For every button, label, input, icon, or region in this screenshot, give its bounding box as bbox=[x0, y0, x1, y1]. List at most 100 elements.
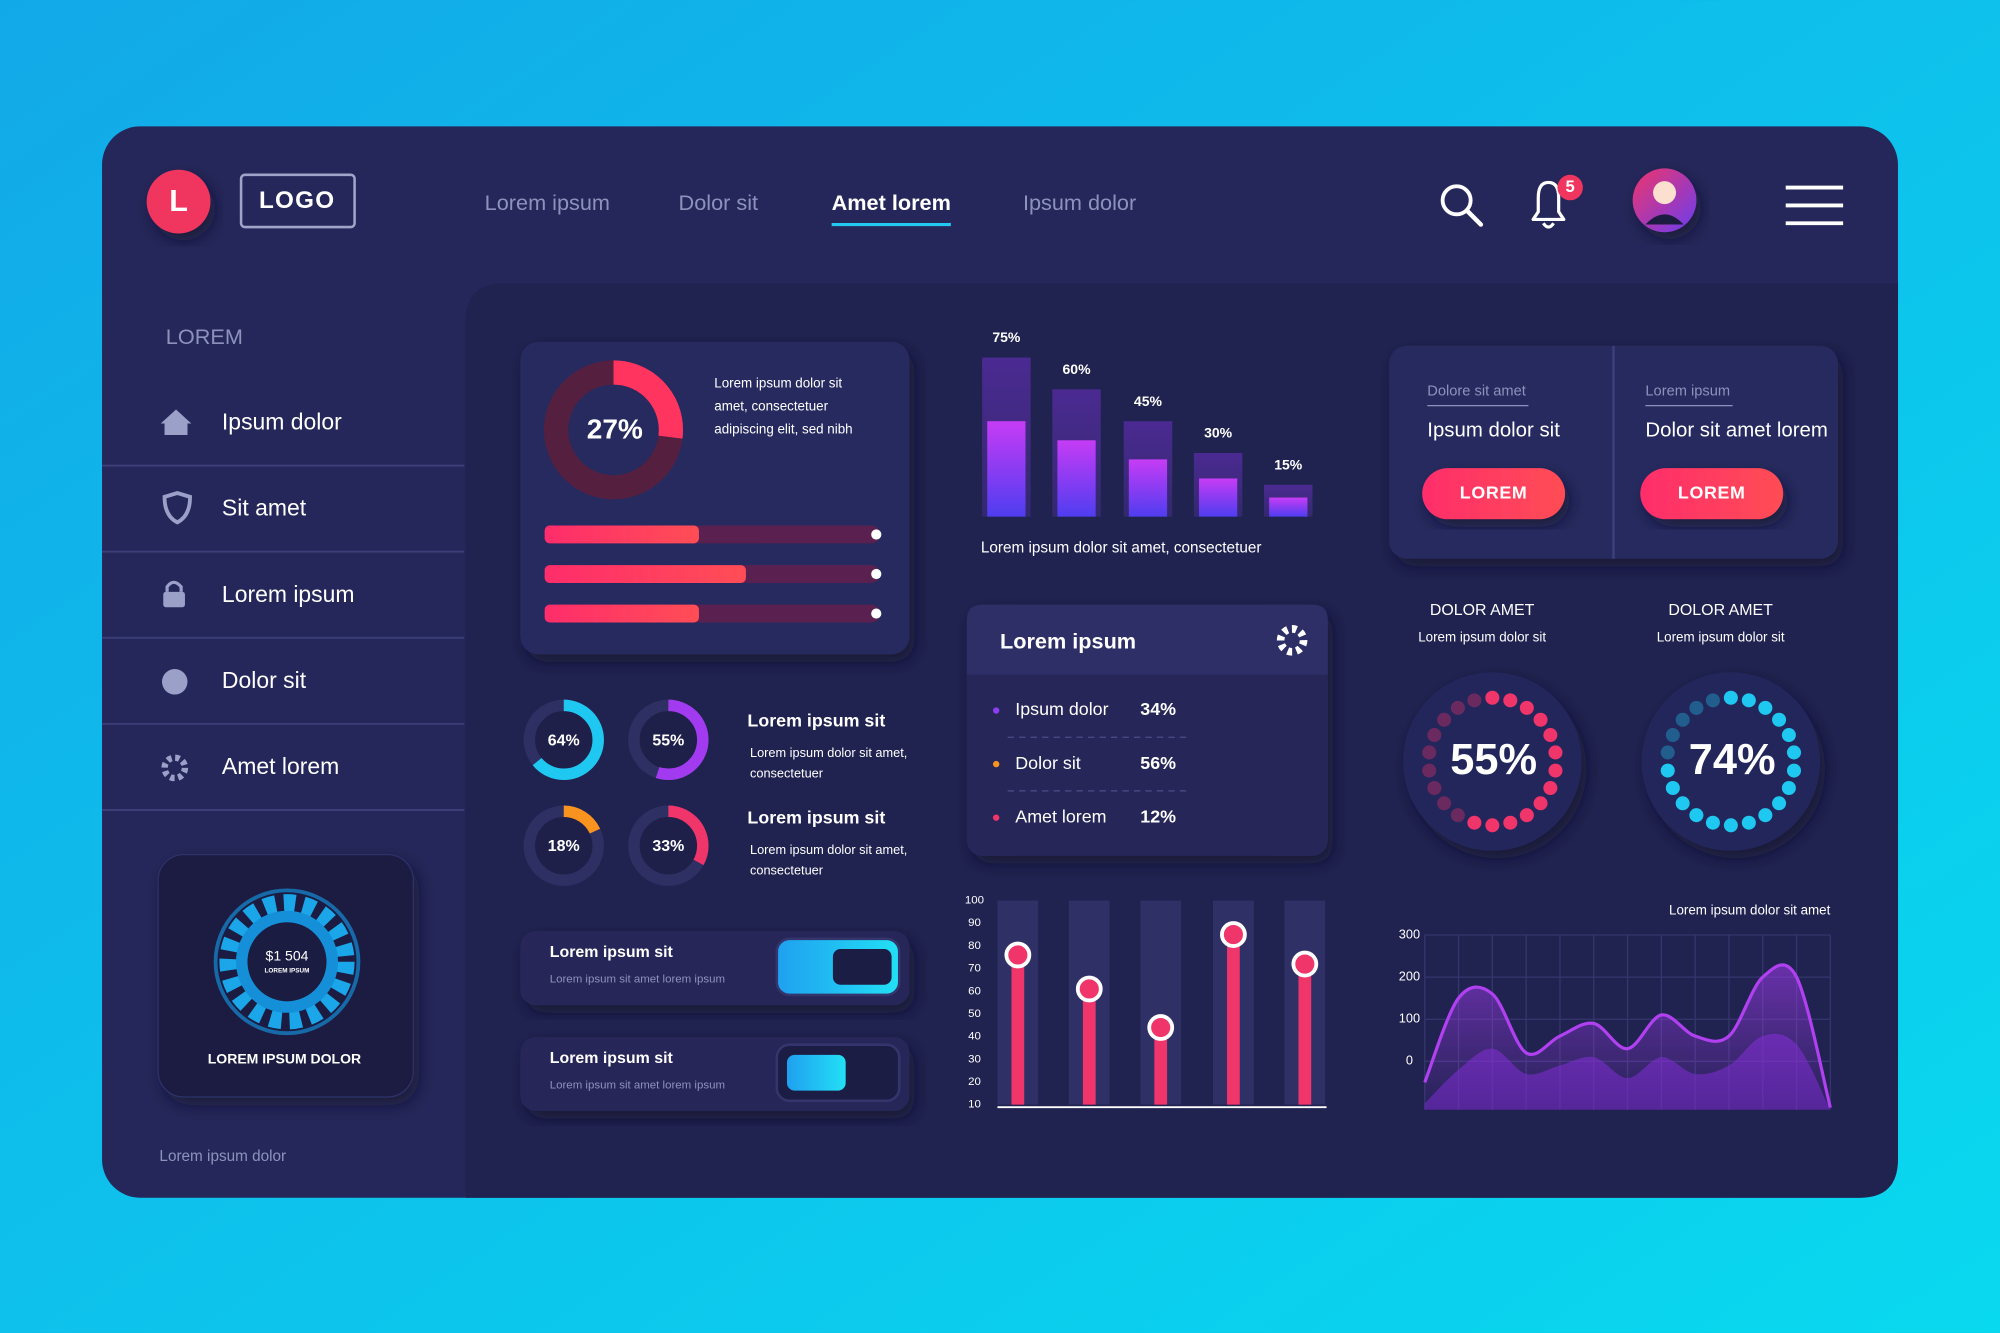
ring-dot bbox=[1519, 700, 1534, 715]
bell-icon[interactable] bbox=[1531, 180, 1566, 229]
list-panel-header bbox=[966, 604, 1328, 675]
avatar-head bbox=[1653, 181, 1677, 205]
ring-subtitle: Lorem ipsum dolor sit bbox=[1657, 629, 1785, 644]
y-tick-label: 90 bbox=[968, 917, 981, 929]
bar-value-label: 30% bbox=[1204, 425, 1233, 441]
action-button-label[interactable]: LOREM bbox=[1678, 482, 1746, 502]
y-tick-label: 20 bbox=[968, 1076, 981, 1088]
y-tick-label: 100 bbox=[965, 895, 984, 907]
list-dot bbox=[992, 760, 1000, 768]
sidebar-heading: LOREM bbox=[166, 324, 243, 349]
summary-donut-label: 27% bbox=[587, 414, 643, 445]
mini-donut-arc bbox=[628, 805, 709, 886]
info-text: Lorem ipsum dolor sit amet, bbox=[750, 745, 907, 760]
area-line bbox=[1423, 963, 1832, 1109]
sidebar-item[interactable]: Ipsum dolor bbox=[222, 409, 342, 435]
ring-dot bbox=[1665, 728, 1680, 743]
ring-dot bbox=[1467, 693, 1482, 708]
action-button[interactable] bbox=[1640, 468, 1784, 520]
area-fill bbox=[1424, 964, 1831, 1110]
ring-dot bbox=[1427, 781, 1442, 796]
logo-text: LOGO bbox=[259, 187, 335, 214]
sidebar-item[interactable]: Sit amet bbox=[222, 495, 307, 521]
lollipop-head bbox=[1147, 1014, 1175, 1041]
lollipop-stem bbox=[1082, 988, 1096, 1105]
info-title: Lorem ipsum sit bbox=[747, 711, 885, 731]
toggle-knob bbox=[832, 949, 892, 985]
bar-value-label: 60% bbox=[1062, 361, 1091, 377]
action-button[interactable] bbox=[1422, 468, 1566, 520]
ring-dot bbox=[1422, 745, 1437, 760]
mini-donut-arc bbox=[523, 699, 604, 781]
list-item-value: 34% bbox=[1140, 699, 1176, 719]
lock-icon-shackle bbox=[165, 580, 183, 592]
ring-title: DOLOR AMET bbox=[1430, 602, 1535, 619]
shield-icon bbox=[162, 491, 192, 525]
ring-dot bbox=[1548, 763, 1563, 778]
progress-knob bbox=[871, 568, 882, 580]
summary-text: adipiscing elit, sed nibh bbox=[714, 421, 852, 436]
search-icon[interactable] bbox=[1440, 184, 1473, 217]
nav-link[interactable]: Amet lorem bbox=[832, 190, 951, 215]
nav-link[interactable]: Ipsum dolor bbox=[1023, 190, 1136, 215]
sidebar-footer: Lorem ipsum dolor bbox=[159, 1148, 286, 1165]
gear-icon bbox=[161, 754, 189, 782]
ring-dot bbox=[1758, 808, 1773, 823]
bar-highlight bbox=[1057, 440, 1096, 517]
bar-highlight bbox=[987, 421, 1026, 517]
action-card-label: Lorem ipsum bbox=[1645, 384, 1730, 400]
ring-dot bbox=[1660, 745, 1675, 760]
logo-letter: L bbox=[169, 184, 188, 218]
ring-dot bbox=[1675, 796, 1690, 811]
dollar-icon bbox=[161, 669, 188, 695]
progress-fill bbox=[544, 565, 746, 583]
list-title: Lorem ipsum bbox=[1000, 629, 1136, 654]
sidebar-item[interactable]: Amet lorem bbox=[222, 753, 339, 779]
progress-knob bbox=[871, 608, 882, 619]
wallet-outer-ring bbox=[213, 888, 361, 1036]
ring-dot bbox=[1741, 693, 1756, 708]
list-dot bbox=[992, 814, 1000, 821]
ring-dot bbox=[1689, 808, 1704, 823]
y-tick-label: 80 bbox=[968, 940, 981, 952]
toggle-text: Lorem ipsum sit amet lorem ipsum bbox=[550, 1080, 725, 1092]
ring-dot bbox=[1437, 712, 1452, 727]
home-icon bbox=[160, 409, 192, 435]
lollipop-head bbox=[1075, 975, 1103, 1003]
mini-donut-label: 55% bbox=[652, 732, 684, 749]
ring-dot bbox=[1422, 763, 1437, 778]
bar-value-label: 75% bbox=[992, 329, 1021, 345]
bar-highlight bbox=[1269, 497, 1308, 517]
ring-dot bbox=[1548, 745, 1563, 760]
info-text: consectetuer bbox=[750, 863, 824, 878]
settings-icon[interactable] bbox=[1276, 625, 1308, 656]
ring-dot bbox=[1437, 796, 1452, 811]
nav-link[interactable]: Dolor sit bbox=[679, 190, 758, 215]
nav-link[interactable]: Lorem ipsum bbox=[485, 190, 610, 215]
area-chart-title: Lorem ipsum dolor sit amet bbox=[1669, 902, 1831, 917]
lollipop-stem bbox=[1011, 954, 1025, 1105]
list-dot bbox=[992, 707, 1000, 714]
ring-dot bbox=[1543, 728, 1558, 743]
action-button-label[interactable]: LOREM bbox=[1460, 482, 1528, 502]
mini-donut-label: 33% bbox=[652, 838, 684, 855]
ring-dot bbox=[1467, 815, 1482, 830]
wallet-label: LOREM IPSUM DOLOR bbox=[208, 1051, 361, 1067]
lollipop-stem bbox=[1227, 934, 1240, 1105]
ring-dot bbox=[1741, 815, 1756, 830]
ring-dot bbox=[1781, 728, 1796, 743]
sidebar-item[interactable]: Dolor sit bbox=[222, 667, 307, 693]
ring-dots bbox=[1422, 690, 1563, 833]
lollipop-head bbox=[1004, 941, 1032, 969]
wallet-caption: LOREM IPSUM bbox=[265, 967, 310, 974]
toggle-knob bbox=[786, 1054, 846, 1091]
progress-knob bbox=[871, 529, 882, 540]
ring-dot bbox=[1772, 712, 1787, 727]
toggle-title: Lorem ipsum sit bbox=[550, 944, 674, 961]
action-card-title: Dolor sit amet lorem bbox=[1645, 420, 1827, 442]
ring-dot bbox=[1533, 712, 1548, 727]
summary-text: amet, consectetuer bbox=[714, 398, 828, 413]
sidebar-item[interactable]: Lorem ipsum bbox=[222, 581, 355, 607]
y-tick-label: 200 bbox=[1399, 968, 1420, 983]
